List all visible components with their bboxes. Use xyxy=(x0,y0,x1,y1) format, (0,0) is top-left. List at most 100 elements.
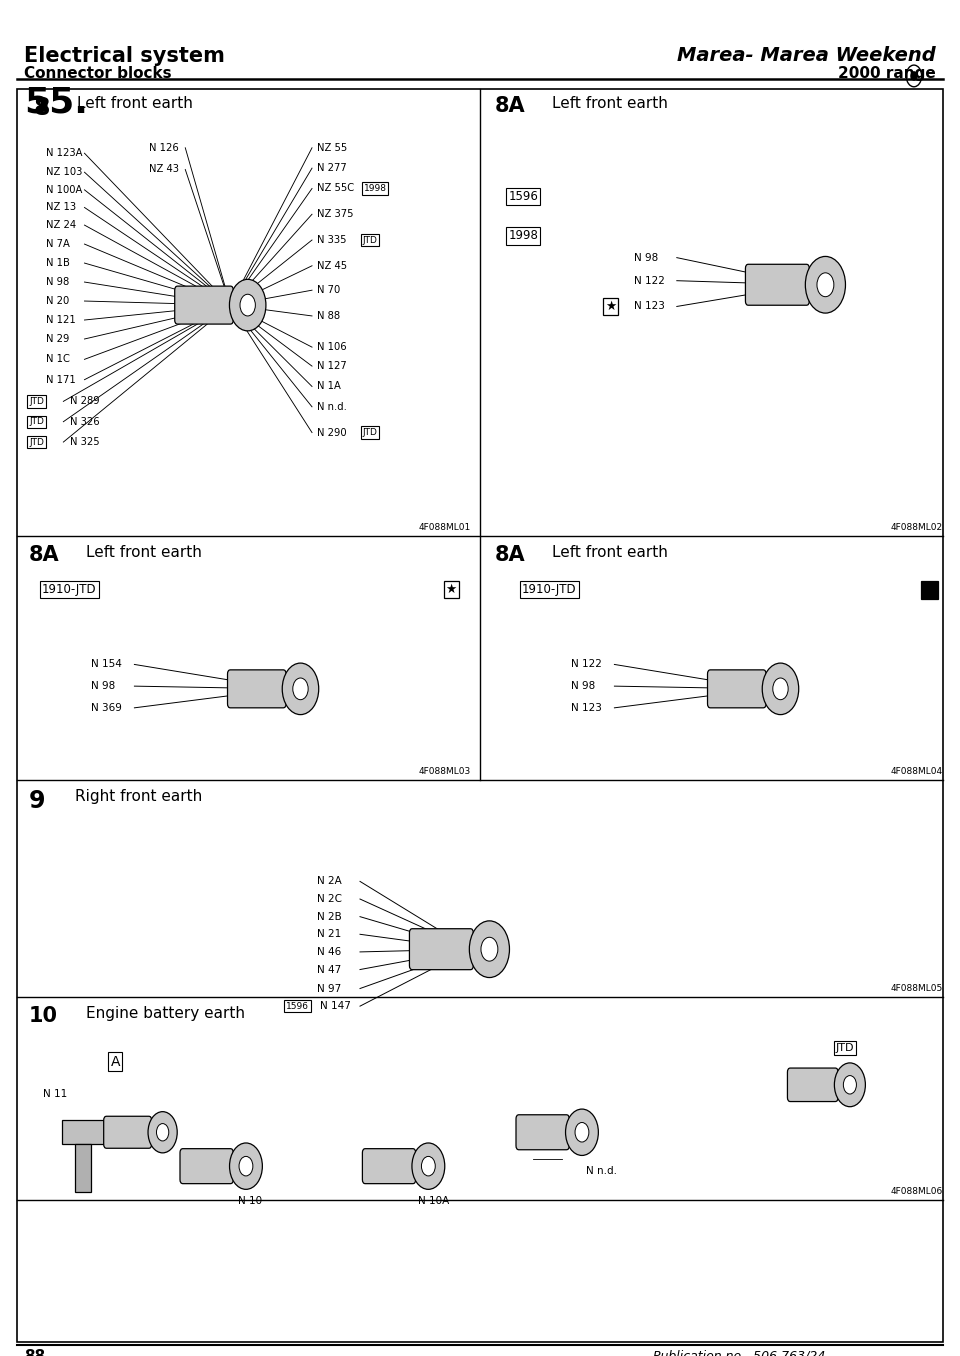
Text: N 126: N 126 xyxy=(149,142,179,153)
Text: Marea- Marea Weekend: Marea- Marea Weekend xyxy=(677,46,936,65)
FancyBboxPatch shape xyxy=(516,1115,569,1150)
Text: NZ 55: NZ 55 xyxy=(317,142,348,153)
Text: N 369: N 369 xyxy=(91,702,122,713)
Text: 1596: 1596 xyxy=(286,1002,309,1010)
Text: N 290: N 290 xyxy=(317,427,347,438)
Ellipse shape xyxy=(293,678,308,700)
Ellipse shape xyxy=(843,1075,856,1094)
Text: 8A: 8A xyxy=(494,96,525,117)
Text: 55.: 55. xyxy=(24,85,88,119)
Text: 8A: 8A xyxy=(29,545,60,565)
Text: N 121: N 121 xyxy=(46,315,76,325)
Text: Left front earth: Left front earth xyxy=(552,96,668,111)
Ellipse shape xyxy=(481,937,498,961)
Text: N 1B: N 1B xyxy=(46,258,70,268)
Text: N 147: N 147 xyxy=(320,1001,350,1012)
FancyBboxPatch shape xyxy=(362,1149,416,1184)
Text: N 106: N 106 xyxy=(317,342,347,353)
Text: NZ 13: NZ 13 xyxy=(46,202,76,213)
Text: NZ 45: NZ 45 xyxy=(317,260,347,271)
Text: N 1A: N 1A xyxy=(317,381,341,392)
Text: Engine battery earth: Engine battery earth xyxy=(86,1006,246,1021)
Text: 4F088ML06: 4F088ML06 xyxy=(891,1186,943,1196)
Text: N 289: N 289 xyxy=(70,396,100,407)
Ellipse shape xyxy=(240,294,255,316)
Text: Right front earth: Right front earth xyxy=(75,789,203,804)
Text: N 1C: N 1C xyxy=(46,354,70,365)
Ellipse shape xyxy=(229,279,266,331)
FancyBboxPatch shape xyxy=(104,1116,152,1149)
Text: A: A xyxy=(110,1055,120,1069)
Text: N 171: N 171 xyxy=(46,374,76,385)
Text: N 277: N 277 xyxy=(317,163,347,174)
Text: NZ 24: NZ 24 xyxy=(46,220,76,231)
Ellipse shape xyxy=(469,921,510,978)
Text: N 122: N 122 xyxy=(571,659,602,670)
Text: 4F088ML05: 4F088ML05 xyxy=(891,983,943,993)
Text: Electrical system: Electrical system xyxy=(24,46,225,66)
Text: N 122: N 122 xyxy=(634,275,664,286)
Text: N 46: N 46 xyxy=(317,946,341,957)
Text: N 70: N 70 xyxy=(317,285,340,296)
Text: 4F088ML02: 4F088ML02 xyxy=(891,522,943,532)
Ellipse shape xyxy=(156,1124,169,1140)
Text: NZ 375: NZ 375 xyxy=(317,209,353,220)
FancyBboxPatch shape xyxy=(228,670,286,708)
Text: NZ 103: NZ 103 xyxy=(46,167,83,178)
Text: N 21: N 21 xyxy=(317,929,341,940)
Text: Connector blocks: Connector blocks xyxy=(24,66,172,81)
Text: N 98: N 98 xyxy=(571,681,595,692)
Text: N 123A: N 123A xyxy=(46,148,83,159)
Ellipse shape xyxy=(575,1123,588,1142)
Text: 10: 10 xyxy=(29,1006,58,1026)
Text: NZ 55C: NZ 55C xyxy=(317,183,354,194)
Text: Left front earth: Left front earth xyxy=(552,545,668,560)
Text: Left front earth: Left front earth xyxy=(77,96,193,111)
Text: N 335: N 335 xyxy=(317,235,347,245)
Text: N 20: N 20 xyxy=(46,296,69,306)
Text: 4F088ML01: 4F088ML01 xyxy=(419,522,470,532)
FancyBboxPatch shape xyxy=(708,670,766,708)
Text: Publication no.  506.763/24: Publication no. 506.763/24 xyxy=(653,1349,826,1356)
Text: 4F088ML03: 4F088ML03 xyxy=(419,766,470,776)
Ellipse shape xyxy=(421,1157,435,1176)
Ellipse shape xyxy=(817,273,834,297)
Ellipse shape xyxy=(229,1143,262,1189)
Text: JTD: JTD xyxy=(835,1043,854,1054)
Ellipse shape xyxy=(412,1143,444,1189)
Text: N 98: N 98 xyxy=(46,277,69,287)
Text: JTD: JTD xyxy=(29,397,44,405)
Text: N 98: N 98 xyxy=(91,681,115,692)
Text: N 2B: N 2B xyxy=(317,911,342,922)
Ellipse shape xyxy=(805,256,846,313)
Text: N 97: N 97 xyxy=(317,983,341,994)
Text: 8A: 8A xyxy=(494,545,525,565)
Text: N n.d.: N n.d. xyxy=(586,1166,616,1176)
Text: N 127: N 127 xyxy=(317,361,347,372)
Ellipse shape xyxy=(762,663,799,715)
Bar xyxy=(62,1120,149,1144)
FancyBboxPatch shape xyxy=(745,264,809,305)
Text: NZ 43: NZ 43 xyxy=(149,164,179,175)
Text: 4F088ML04: 4F088ML04 xyxy=(891,766,943,776)
Text: N 10A: N 10A xyxy=(418,1196,449,1205)
Ellipse shape xyxy=(773,678,788,700)
Text: Left front earth: Left front earth xyxy=(86,545,203,560)
Ellipse shape xyxy=(282,663,319,715)
Text: ★: ★ xyxy=(445,583,457,597)
Text: 1910-JTD: 1910-JTD xyxy=(42,583,96,597)
Ellipse shape xyxy=(148,1112,178,1153)
Circle shape xyxy=(911,72,917,80)
Text: N 325: N 325 xyxy=(70,437,100,447)
Text: JTD: JTD xyxy=(362,428,377,437)
Text: N 11: N 11 xyxy=(43,1089,67,1100)
Ellipse shape xyxy=(239,1157,252,1176)
Text: ♦: ♦ xyxy=(923,583,936,597)
FancyBboxPatch shape xyxy=(787,1069,838,1101)
Text: 1596: 1596 xyxy=(508,190,539,203)
FancyBboxPatch shape xyxy=(180,1149,233,1184)
Text: JTD: JTD xyxy=(362,236,377,244)
FancyBboxPatch shape xyxy=(175,286,233,324)
Text: ★: ★ xyxy=(605,300,616,313)
Text: N 88: N 88 xyxy=(317,311,340,321)
